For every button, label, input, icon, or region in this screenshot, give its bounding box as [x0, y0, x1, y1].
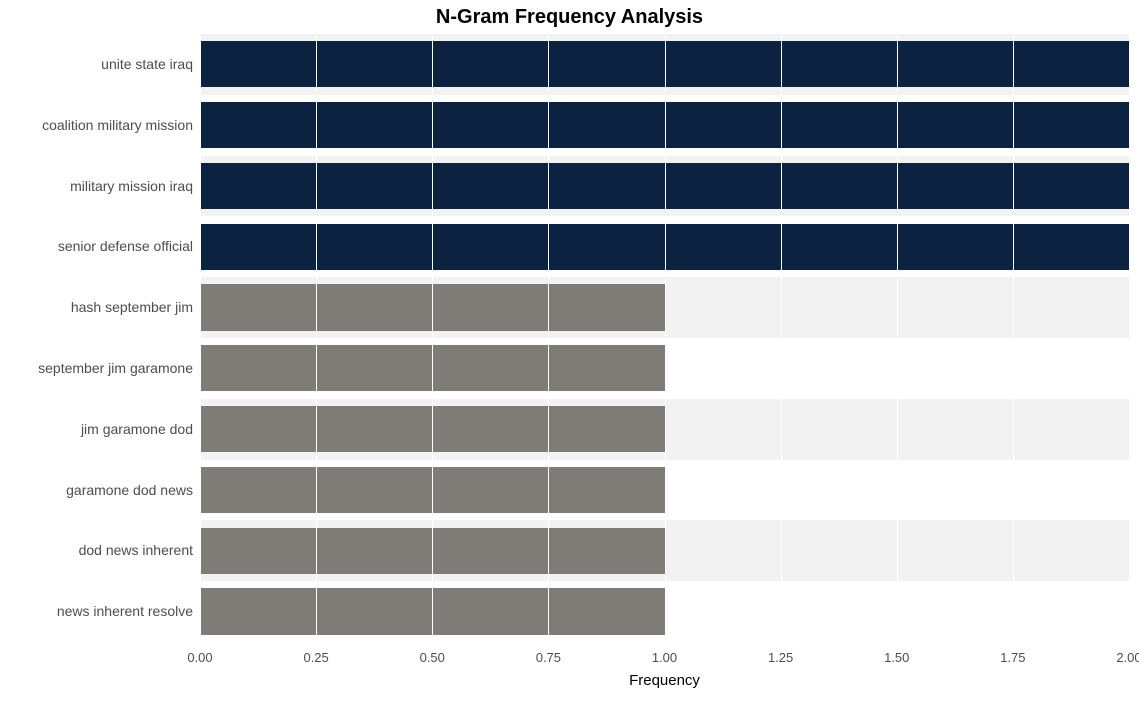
gridline-vertical [1129, 34, 1130, 642]
x-tick-label: 0.50 [402, 650, 462, 665]
y-tick-label: coalition military mission [3, 117, 193, 133]
gridline-vertical [897, 34, 898, 642]
chart-title: N-Gram Frequency Analysis [0, 6, 1139, 29]
y-tick-label: september jim garamone [3, 360, 193, 376]
gridline-vertical [316, 34, 317, 642]
x-tick-label: 1.25 [751, 650, 811, 665]
x-tick-label: 0.00 [170, 650, 230, 665]
gridline-vertical [665, 34, 666, 642]
y-tick-label: unite state iraq [3, 56, 193, 72]
x-tick-label: 1.75 [983, 650, 1043, 665]
y-tick-label: dod news inherent [3, 542, 193, 558]
gridline-vertical [1013, 34, 1014, 642]
y-tick-label: senior defense official [3, 238, 193, 254]
gridline-vertical [200, 34, 201, 642]
y-tick-label: garamone dod news [3, 482, 193, 498]
gridline-vertical [548, 34, 549, 642]
gridline-vertical [781, 34, 782, 642]
x-tick-label: 1.00 [635, 650, 695, 665]
x-tick-label: 2.00 [1099, 650, 1139, 665]
x-tick-label: 0.25 [286, 650, 346, 665]
x-tick-label: 1.50 [867, 650, 927, 665]
y-tick-label: hash september jim [3, 299, 193, 315]
y-tick-label: military mission iraq [3, 178, 193, 194]
x-axis-title: Frequency [200, 672, 1129, 689]
y-tick-label: news inherent resolve [3, 603, 193, 619]
x-tick-label: 0.75 [518, 650, 578, 665]
y-tick-label: jim garamone dod [3, 421, 193, 437]
chart-container: N-Gram Frequency Analysis Frequency unit… [0, 0, 1139, 701]
plot-area [200, 34, 1129, 642]
gridline-vertical [432, 34, 433, 642]
